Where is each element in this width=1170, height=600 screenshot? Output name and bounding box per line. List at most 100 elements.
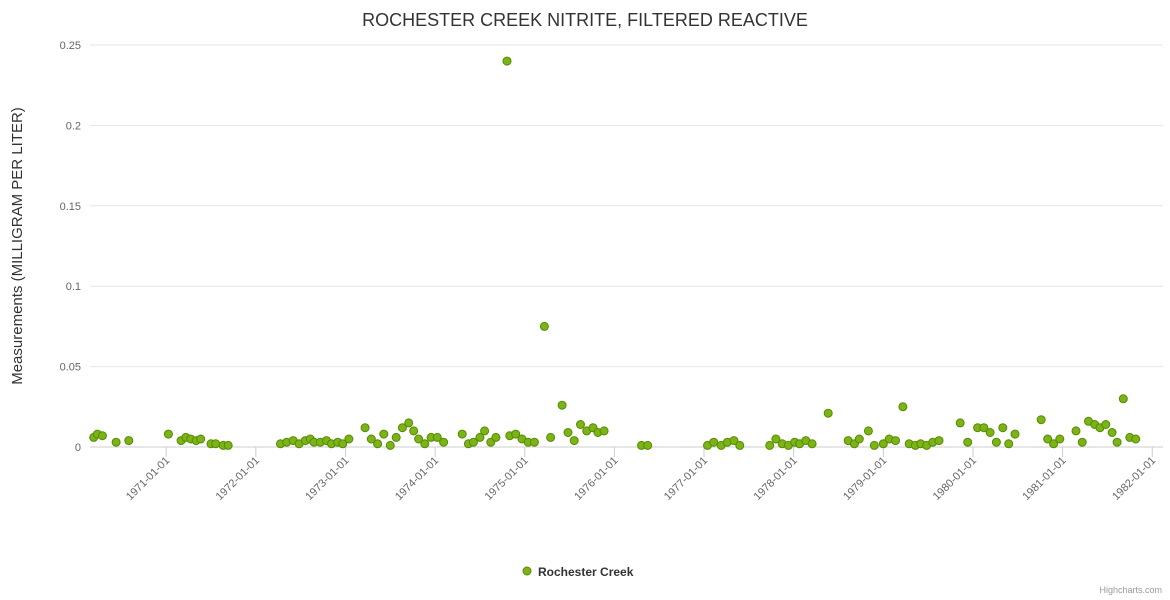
data-point[interactable] [557,400,567,410]
data-points [89,56,1141,450]
data-point[interactable] [1055,434,1065,444]
data-point[interactable] [468,437,478,447]
data-point[interactable] [409,426,419,436]
data-point[interactable] [366,434,376,444]
data-point[interactable] [475,432,485,442]
data-point[interactable] [891,436,900,446]
data-point[interactable] [539,321,549,331]
data-point[interactable] [1107,428,1117,437]
y-tick-label: 0.1 [66,281,81,293]
y-tick-label: 0.2 [66,120,81,132]
data-point[interactable] [373,439,383,449]
data-point[interactable] [898,402,908,412]
data-point[interactable] [546,432,556,442]
y-tick-label: 0 [75,442,81,454]
data-point[interactable] [529,437,539,447]
y-tick-label: 0.05 [60,362,81,374]
data-point[interactable] [955,418,965,428]
data-point[interactable] [1101,420,1111,429]
x-tick-label: 1972-01-01 [214,455,262,503]
data-point[interactable] [991,437,1001,447]
data-point[interactable] [771,434,781,444]
legend-marker-icon [522,566,532,576]
data-point[interactable] [823,408,833,418]
data-point[interactable] [1004,439,1014,449]
data-point[interactable] [985,428,995,437]
data-point[interactable] [979,423,989,433]
data-point[interactable] [869,440,879,450]
data-point[interactable] [1071,426,1081,436]
x-tick-label: 1982-01-01 [1110,455,1158,503]
data-point[interactable] [223,440,233,450]
data-point[interactable] [854,434,864,444]
data-point[interactable] [480,426,490,436]
data-point[interactable] [1036,415,1046,425]
data-point[interactable] [124,436,134,446]
x-tick-label: 1973-01-01 [303,455,351,503]
data-point[interactable] [391,432,401,442]
x-tick-label: 1974-01-01 [393,455,441,503]
x-tick-label: 1975-01-01 [483,455,531,503]
data-point[interactable] [735,440,745,450]
data-point[interactable] [863,426,873,436]
y-tick-label: 0.25 [60,40,81,52]
x-tick-label: 1978-01-01 [752,455,800,503]
data-point[interactable] [878,439,888,449]
data-point[interactable] [1010,429,1020,439]
data-point[interactable] [457,429,467,439]
data-point[interactable] [807,439,817,449]
y-axis-labels: 0 0.05 0.1 0.15 0.2 0.25 [60,40,81,454]
x-axis: 1971-01-01 1972-01-01 1973-01-01 1974-01-01… [90,446,1163,503]
gridlines [90,44,1163,448]
x-tick-label: 1979-01-01 [841,455,889,503]
data-point[interactable] [1131,434,1141,444]
data-point[interactable] [934,436,944,446]
data-point[interactable] [502,56,512,66]
data-point[interactable] [1118,394,1128,404]
data-point[interactable] [709,437,719,447]
data-point[interactable] [196,434,206,444]
data-point[interactable] [360,423,370,433]
data-point[interactable] [599,426,609,436]
data-point[interactable] [563,428,573,437]
data-point[interactable] [432,432,442,442]
data-point[interactable] [414,434,424,444]
credits-link[interactable]: Highcharts.com [1099,585,1162,595]
x-tick-label: 1976-01-01 [572,455,620,503]
data-point[interactable] [397,423,407,433]
y-tick-label: 0.15 [60,201,81,213]
data-point[interactable] [643,440,653,450]
x-tick-label: 1977-01-01 [662,455,710,503]
data-point[interactable] [211,439,221,449]
data-point[interactable] [569,436,579,446]
data-point[interactable] [420,439,430,449]
data-point[interactable] [1043,434,1053,444]
y-axis-title: Measurements (MILLIGRAM PER LITER) [9,107,26,385]
x-tick-label: 1981-01-01 [1020,455,1068,503]
data-point[interactable] [404,418,414,428]
data-point[interactable] [1049,439,1059,449]
data-point[interactable] [111,437,121,447]
data-point[interactable] [1077,437,1087,447]
data-point[interactable] [511,429,521,439]
legend-label[interactable]: Rochester Creek [538,565,634,579]
data-point[interactable] [97,431,107,441]
data-point[interactable] [1112,437,1122,447]
data-point[interactable] [385,440,395,450]
chart-title: ROCHESTER CREEK NITRITE, FILTERED REACTI… [362,10,808,30]
x-tick-label: 1980-01-01 [931,455,979,503]
data-point[interactable] [344,434,354,444]
data-point[interactable] [338,439,348,449]
data-point[interactable] [163,429,173,439]
data-point[interactable] [439,437,449,447]
data-point[interactable] [998,423,1008,433]
data-point[interactable] [379,429,389,439]
data-point[interactable] [576,420,585,429]
data-point[interactable] [765,440,775,450]
data-point[interactable] [963,437,973,447]
data-point[interactable] [491,432,501,442]
data-point[interactable] [729,436,739,446]
legend-item[interactable]: Rochester Creek [522,565,634,579]
